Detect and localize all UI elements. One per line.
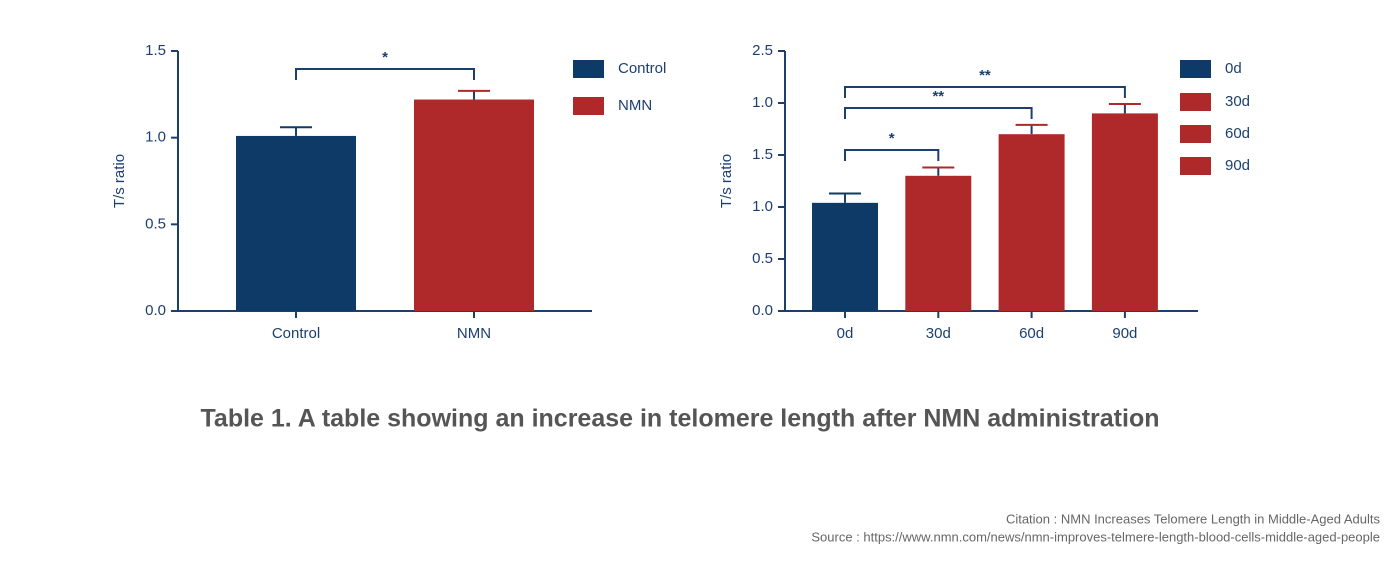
legend-swatch [573, 60, 604, 78]
significance-bracket [844, 149, 940, 161]
legend-swatch [1180, 93, 1211, 111]
y-tick-label: 1.5 [752, 146, 773, 163]
y-tick-label: 1.0 [145, 129, 166, 146]
x-tick-label: 0d [837, 325, 854, 342]
y-tick-label: 1.0 [752, 198, 773, 215]
y-tick-label: 0.5 [145, 215, 166, 232]
x-tick-label: 30d [926, 325, 951, 342]
legend-label: 0d [1225, 60, 1242, 77]
legend-label: 30d [1225, 93, 1250, 110]
significance-label: ** [979, 67, 991, 84]
bar [998, 134, 1065, 311]
y-tick-label: 1.5 [145, 42, 166, 59]
significance-label: ** [932, 88, 944, 105]
x-tick-label: NMN [457, 325, 491, 342]
significance-bracket [844, 107, 1033, 119]
y-tick-label: 0.5 [752, 250, 773, 267]
y-axis-label: T/s ratio [111, 154, 128, 208]
bar [812, 202, 878, 311]
y-tick-label: 1.0 [752, 94, 773, 111]
citation: Citation : NMN Increases Telomere Length… [1006, 511, 1381, 526]
legend-label: 60d [1225, 125, 1250, 142]
legend-swatch [573, 97, 604, 115]
y-axis-label: T/s ratio [718, 154, 735, 208]
bar [1091, 113, 1158, 312]
x-tick-label: Control [272, 325, 320, 342]
significance-bracket [295, 68, 475, 80]
x-tick-label: 90d [1112, 325, 1137, 342]
x-tick-label: 60d [1019, 325, 1044, 342]
significance-label: * [889, 130, 895, 147]
legend-swatch [1180, 157, 1211, 175]
caption: Table 1. A table showing an increase in … [201, 405, 1160, 433]
significance-bracket [844, 86, 1126, 98]
bar [414, 99, 534, 312]
significance-label: * [382, 49, 388, 66]
y-tick-label: 0.0 [752, 302, 773, 319]
y-tick-label: 2.5 [752, 42, 773, 59]
legend-label: 90d [1225, 157, 1250, 174]
bar [905, 175, 972, 311]
legend-label: NMN [618, 97, 652, 114]
y-tick-label: 0.0 [145, 302, 166, 319]
legend-swatch [1180, 125, 1211, 143]
legend-label: Control [618, 60, 666, 77]
source: Source : https://www.nmn.com/news/nmn-im… [811, 529, 1380, 544]
legend-swatch [1180, 60, 1211, 78]
bar [236, 135, 356, 311]
